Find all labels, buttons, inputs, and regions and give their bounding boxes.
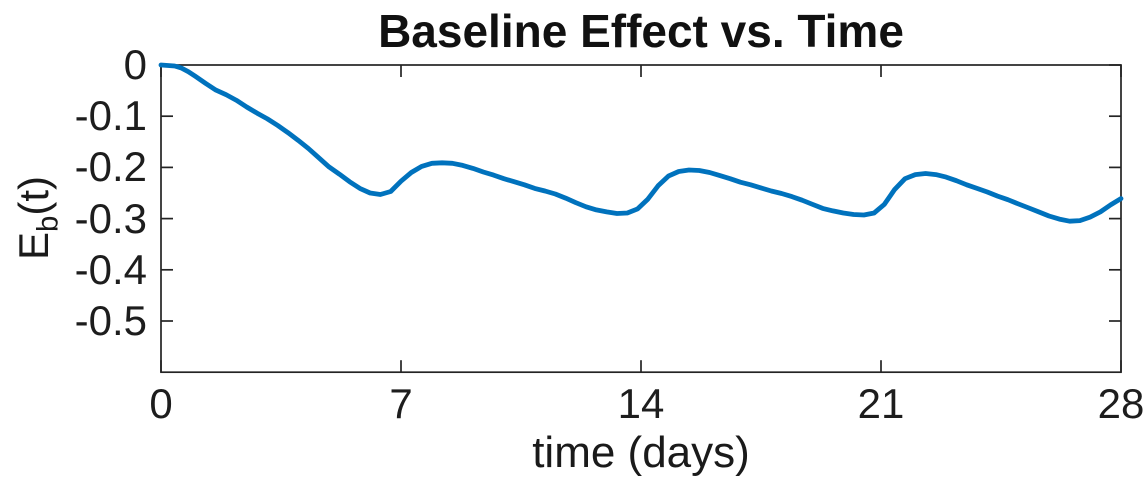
y-tick-label: -0.4 — [74, 245, 147, 293]
axes-box — [160, 64, 1122, 374]
y-axis-label: Eb(t) — [10, 175, 64, 261]
y-axis-label-suffix: (t) — [10, 175, 57, 216]
tick-marks — [160, 64, 1122, 373]
y-tick-label: -0.1 — [74, 92, 147, 140]
y-tick-label: -0.3 — [74, 194, 147, 242]
x-axis-label: time (days) — [532, 428, 750, 477]
y-tick-label: -0.2 — [74, 143, 147, 191]
y-axis-label-base: E — [10, 232, 57, 261]
y-axis-label-subscript: b — [31, 215, 65, 232]
y-tick-label: 0 — [123, 41, 147, 88]
baseline-effect-curve — [158, 62, 1124, 224]
y-tick-label: -0.5 — [74, 297, 147, 344]
x-tick-label: 14 — [617, 380, 665, 427]
x-tick-label: 7 — [389, 380, 413, 427]
x-tick-label: 21 — [857, 380, 905, 427]
chart-title: Baseline Effect vs. Time — [378, 5, 904, 57]
x-tick-label: 0 — [149, 380, 173, 427]
x-tick-label: 28 — [1097, 380, 1145, 427]
